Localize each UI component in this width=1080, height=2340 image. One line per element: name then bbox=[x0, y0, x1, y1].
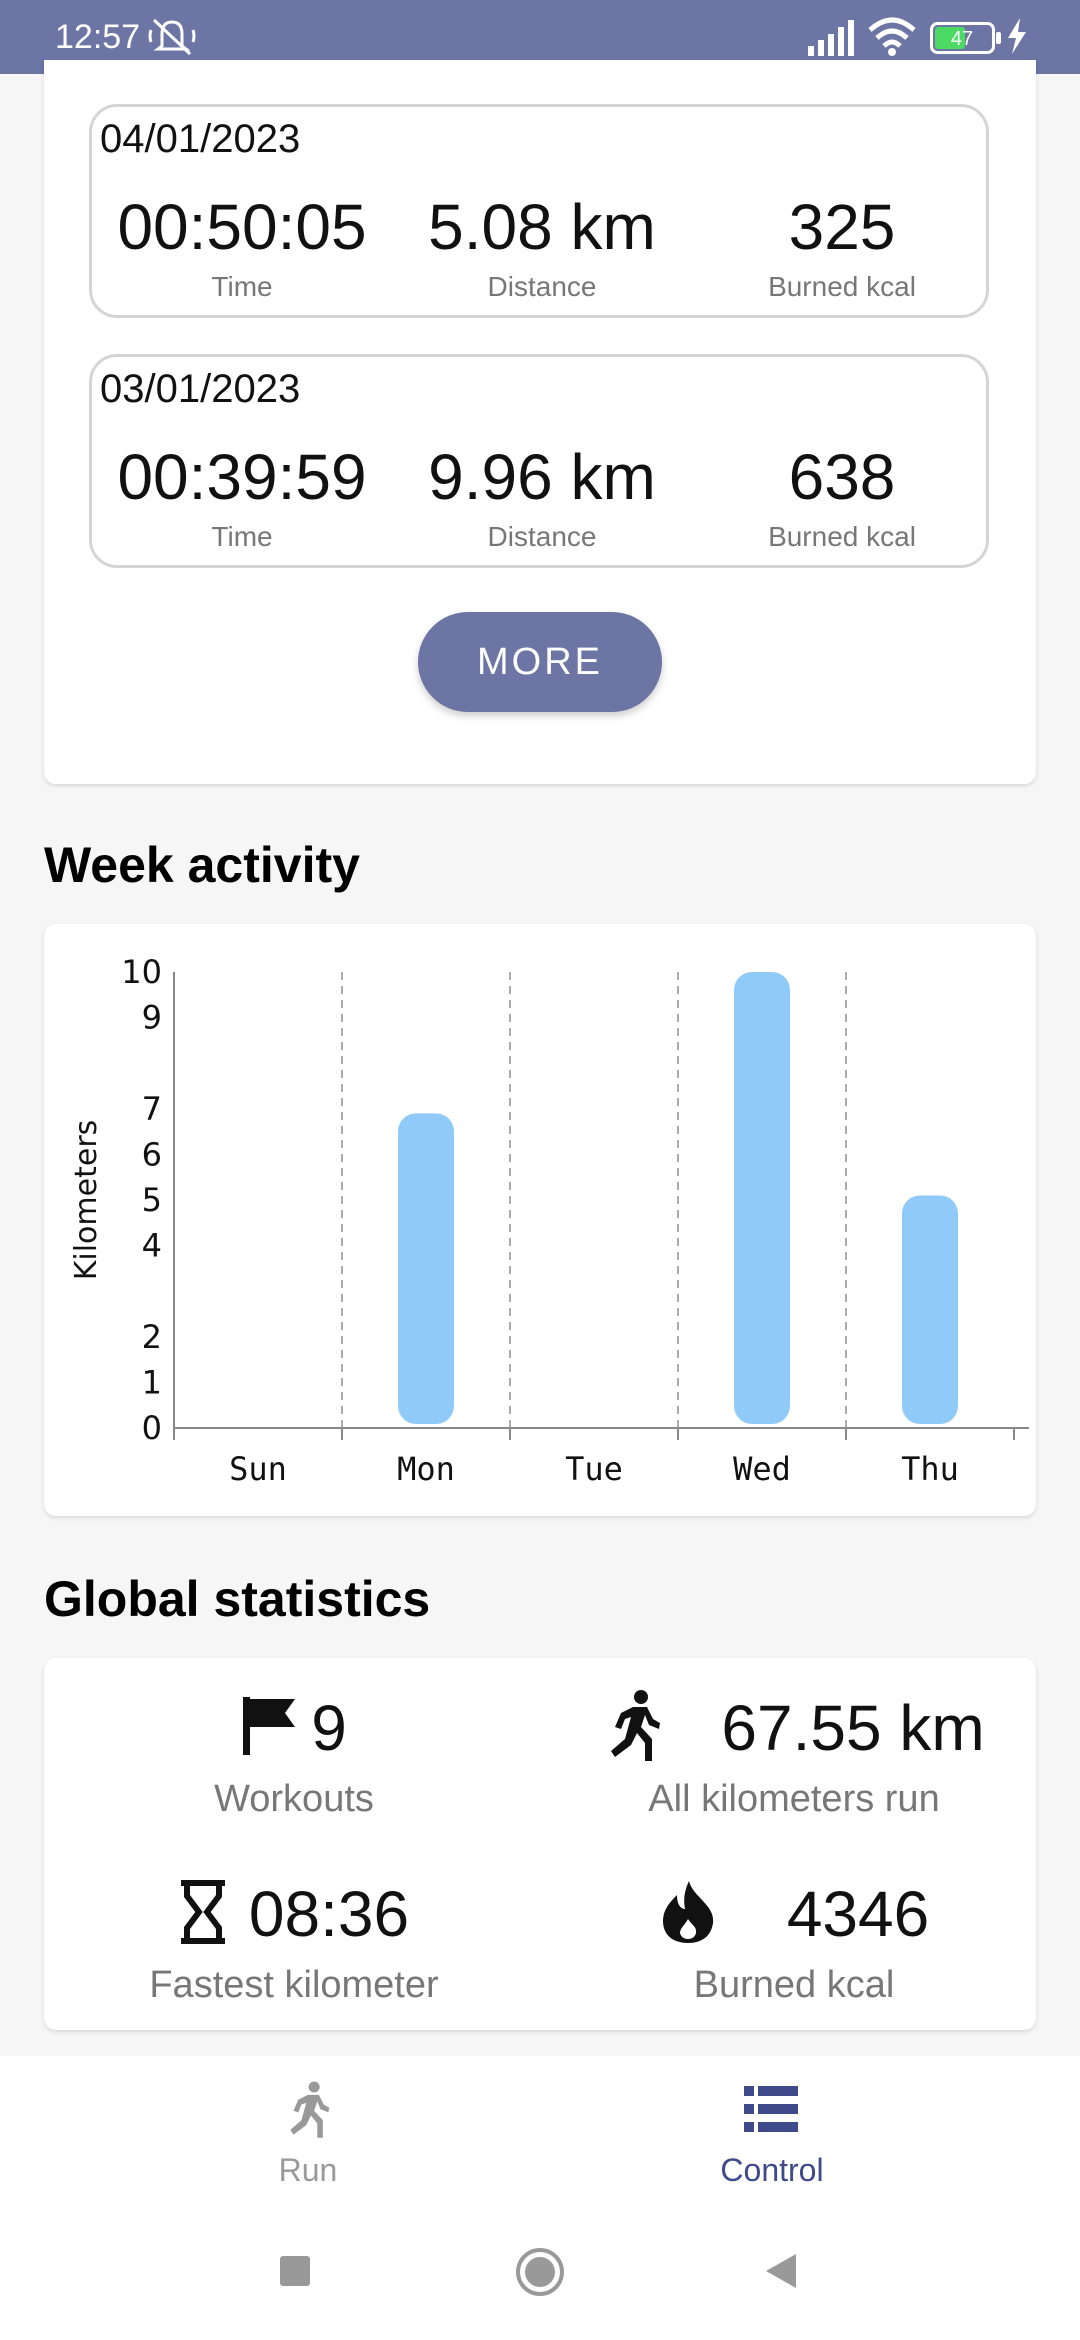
bar-wed bbox=[734, 972, 790, 1424]
charging-icon bbox=[1006, 18, 1028, 59]
workout-kcal: 325 Burned kcal bbox=[692, 195, 992, 303]
y-tick-label: 4 bbox=[142, 1227, 162, 1265]
workout-kcal-value: 638 bbox=[788, 441, 896, 513]
workout-kcal-value: 325 bbox=[788, 191, 896, 263]
workout-date: 04/01/2023 bbox=[100, 117, 301, 161]
recent-apps-button[interactable] bbox=[278, 2254, 312, 2293]
y-tick-label: 7 bbox=[142, 1090, 162, 1128]
workout-distance-label: Distance bbox=[487, 271, 597, 302]
home-button[interactable] bbox=[514, 2246, 566, 2303]
more-button[interactable]: MORE bbox=[418, 612, 662, 712]
workout-time-value: 00:39:59 bbox=[117, 441, 367, 513]
stat-fastest-kilometer: 08:36 Fastest kilometer bbox=[64, 1864, 524, 2007]
week-activity-title: Week activity bbox=[44, 837, 360, 893]
flame-icon bbox=[659, 1879, 717, 1950]
workout-kcal-label: Burned kcal bbox=[768, 271, 916, 302]
workout-date: 03/01/2023 bbox=[100, 367, 301, 411]
flag-icon bbox=[241, 1695, 297, 1762]
y-tick-label: 5 bbox=[142, 1181, 162, 1219]
workout-time-label: Time bbox=[211, 521, 273, 552]
y-tick-label: 9 bbox=[142, 999, 162, 1037]
stat-workouts: 9 Workouts bbox=[84, 1678, 504, 1821]
category-label-tue: Tue bbox=[565, 1450, 623, 1488]
runner-icon bbox=[603, 1689, 661, 1768]
category-label-mon: Mon bbox=[397, 1450, 455, 1488]
y-tick-label: 0 bbox=[142, 1409, 162, 1447]
workout-time-value: 00:50:05 bbox=[117, 191, 367, 263]
stat-kilometers: 67.55 km All kilometers run bbox=[564, 1678, 1024, 1821]
week-activity-card: 0 1 2 4 5 6 7 9 10 Kilometers Sun Mon Tue Wed Thu bbox=[44, 924, 1036, 1516]
workout-item[interactable]: 04/01/2023 00:50:05 Time 5.08 km Distanc… bbox=[89, 104, 989, 318]
workout-kcal-label: Burned kcal bbox=[768, 521, 916, 552]
global-statistics-title: Global statistics bbox=[44, 1571, 431, 1627]
stat-kilometers-value: 67.55 km bbox=[721, 1692, 985, 1764]
bar-mon bbox=[398, 1113, 454, 1424]
hourglass-icon bbox=[179, 1878, 227, 1951]
battery-level: 47 bbox=[951, 28, 973, 50]
y-tick-label: 6 bbox=[142, 1135, 162, 1173]
workout-time: 00:50:05 Time bbox=[92, 195, 392, 303]
status-time: 12:57 bbox=[55, 18, 141, 56]
stat-workouts-label: Workouts bbox=[214, 1778, 374, 1820]
workout-item[interactable]: 03/01/2023 00:39:59 Time 9.96 km Distanc… bbox=[89, 354, 989, 568]
back-button[interactable] bbox=[764, 2252, 798, 2295]
list-icon bbox=[744, 2086, 798, 2137]
stat-fastest-label: Fastest kilometer bbox=[149, 1964, 439, 2006]
workout-time: 00:39:59 Time bbox=[92, 445, 392, 553]
signal-icon bbox=[808, 20, 860, 61]
workout-distance: 9.96 km Distance bbox=[392, 445, 692, 553]
nav-item-control[interactable]: Control bbox=[572, 2056, 972, 2212]
stat-workouts-value: 9 bbox=[311, 1692, 347, 1764]
nav-item-run-label: Run bbox=[278, 2152, 338, 2188]
y-tick-label: 10 bbox=[121, 953, 162, 991]
nav-item-control-label: Control bbox=[720, 2152, 824, 2188]
stat-kilometers-label: All kilometers run bbox=[648, 1778, 940, 1820]
workout-kcal: 638 Burned kcal bbox=[692, 445, 992, 553]
y-tick-label: 1 bbox=[142, 1363, 162, 1401]
category-label-wed: Wed bbox=[733, 1450, 791, 1488]
stat-kcal-value: 4346 bbox=[786, 1878, 930, 1950]
wifi-icon bbox=[868, 16, 916, 61]
global-statistics-card: 9 Workouts 67.55 km All kilometers run bbox=[44, 1658, 1036, 2030]
system-navigation-bar bbox=[0, 2212, 1080, 2340]
bar-thu bbox=[902, 1195, 958, 1424]
stat-burned-kcal: 4346 Burned kcal bbox=[564, 1864, 1024, 2007]
workout-distance: 5.08 km Distance bbox=[392, 195, 692, 303]
workout-time-label: Time bbox=[211, 271, 273, 302]
bottom-navigation: Run Control bbox=[0, 2056, 1080, 2215]
mute-icon bbox=[148, 14, 196, 63]
category-label-thu: Thu bbox=[901, 1450, 959, 1488]
runner-icon bbox=[284, 2080, 330, 2145]
stat-kcal-label: Burned kcal bbox=[693, 1964, 895, 2006]
y-tick-label: 2 bbox=[142, 1318, 162, 1356]
stat-fastest-value: 08:36 bbox=[248, 1878, 410, 1950]
week-activity-chart: 0 1 2 4 5 6 7 9 10 Kilometers Sun Mon Tue Wed Thu bbox=[69, 953, 1029, 1488]
battery-icon: 47 bbox=[930, 22, 1002, 59]
nav-item-run[interactable]: Run bbox=[108, 2056, 508, 2212]
workout-distance-value: 9.96 km bbox=[428, 441, 656, 513]
category-label-sun: Sun bbox=[229, 1450, 287, 1488]
workout-distance-label: Distance bbox=[487, 521, 597, 552]
y-axis-label: Kilometers bbox=[69, 1120, 104, 1281]
workout-distance-value: 5.08 km bbox=[428, 191, 656, 263]
